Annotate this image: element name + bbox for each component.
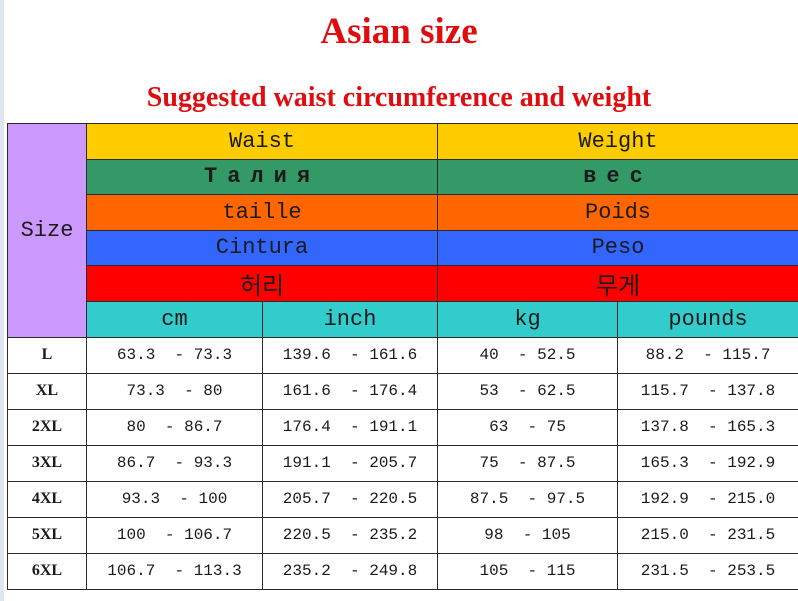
inch-range-cell: 220.5 - 235.2 (261, 516, 439, 554)
size-cell: 5XL (7, 516, 87, 554)
inch-range-cell: 161.6 - 176.4 (261, 372, 439, 410)
table-row: 3XL 86.7 - 93.3 191.1 - 205.7 75 - 87.5 … (7, 444, 798, 482)
header-row-korean: 허리 무게 (8, 265, 798, 302)
left-edge-strip (0, 0, 4, 601)
inch-range-cell: 235.2 - 249.8 (261, 552, 439, 590)
pounds-range-cell: 115.7 - 137.8 (617, 372, 798, 410)
kg-range-cell: 105 - 115 (437, 552, 619, 590)
cm-range-cell: 73.3 - 80 (86, 372, 263, 410)
cm-range-cell: 93.3 - 100 (86, 480, 263, 518)
pounds-range-cell: 88.2 - 115.7 (617, 336, 798, 374)
waist-header-spanish: Cintura (85, 229, 439, 266)
weight-header-russian: вес (437, 158, 798, 195)
kg-range-cell: 40 - 52.5 (437, 336, 619, 374)
waist-header-korean: 허리 (85, 265, 439, 302)
waist-header-french: taille (85, 194, 439, 231)
inch-range-cell: 191.1 - 205.7 (261, 444, 439, 482)
cm-range-cell: 100 - 106.7 (86, 516, 263, 554)
pounds-range-cell: 137.8 - 165.3 (617, 408, 798, 446)
cm-range-cell: 86.7 - 93.3 (86, 444, 263, 482)
unit-pounds: pounds (617, 301, 798, 338)
kg-range-cell: 87.5 - 97.5 (437, 480, 619, 518)
pounds-range-cell: 215.0 - 231.5 (617, 516, 798, 554)
pounds-range-cell: 192.9 - 215.0 (617, 480, 798, 518)
pounds-range-cell: 165.3 - 192.9 (617, 444, 798, 482)
pounds-range-cell: 231.5 - 253.5 (617, 552, 798, 590)
weight-header-korean: 무게 (437, 265, 798, 302)
kg-range-cell: 63 - 75 (437, 408, 619, 446)
header-row-english: Size Waist Weight (7, 123, 798, 338)
units-row: cm inch kg pounds (8, 301, 798, 338)
table-row: 2XL 80 - 86.7 176.4 - 191.1 63 - 75 137.… (7, 408, 798, 446)
table-row: L 63.3 - 73.3 139.6 - 161.6 40 - 52.5 88… (7, 336, 798, 374)
weight-header-french: Poids (437, 194, 798, 231)
header-row-french: taille Poids (8, 194, 798, 231)
table-row: 6XL 106.7 - 113.3 235.2 - 249.8 105 - 11… (7, 552, 798, 590)
size-cell: 3XL (7, 444, 87, 482)
waist-header-russian: Талия (85, 158, 439, 195)
size-cell: XL (7, 372, 87, 410)
inch-range-cell: 176.4 - 191.1 (261, 408, 439, 446)
unit-cm: cm (86, 301, 263, 338)
cm-range-cell: 106.7 - 113.3 (86, 552, 263, 590)
size-chart-table: Size Waist Weight Талия вес taille Poids… (7, 123, 798, 590)
unit-kg: kg (437, 301, 619, 338)
waist-header-english: Waist (85, 123, 439, 160)
table-row: 5XL 100 - 106.7 220.5 - 235.2 98 - 105 2… (7, 516, 798, 554)
size-cell: 2XL (7, 408, 87, 446)
size-cell: 6XL (7, 552, 87, 590)
cm-range-cell: 63.3 - 73.3 (86, 336, 263, 374)
header-row-spanish: Cintura Peso (8, 229, 798, 266)
size-cell: 4XL (7, 480, 87, 518)
unit-inch: inch (261, 301, 439, 338)
size-column-header: Size (7, 123, 87, 338)
inch-range-cell: 205.7 - 220.5 (261, 480, 439, 518)
kg-range-cell: 53 - 62.5 (437, 372, 619, 410)
header-row-russian: Талия вес (8, 158, 798, 195)
page-title: Asian size (320, 11, 478, 52)
table-row: XL 73.3 - 80 161.6 - 176.4 53 - 62.5 115… (7, 372, 798, 410)
kg-range-cell: 98 - 105 (437, 516, 619, 554)
weight-header-spanish: Peso (437, 229, 798, 266)
page-subtitle: Suggested waist circumference and weight (146, 82, 652, 113)
table-row: 4XL 93.3 - 100 205.7 - 220.5 87.5 - 97.5… (7, 480, 798, 518)
weight-header-english: Weight (437, 123, 798, 160)
kg-range-cell: 75 - 87.5 (437, 444, 619, 482)
size-cell: L (7, 336, 87, 374)
inch-range-cell: 139.6 - 161.6 (261, 336, 439, 374)
cm-range-cell: 80 - 86.7 (86, 408, 263, 446)
